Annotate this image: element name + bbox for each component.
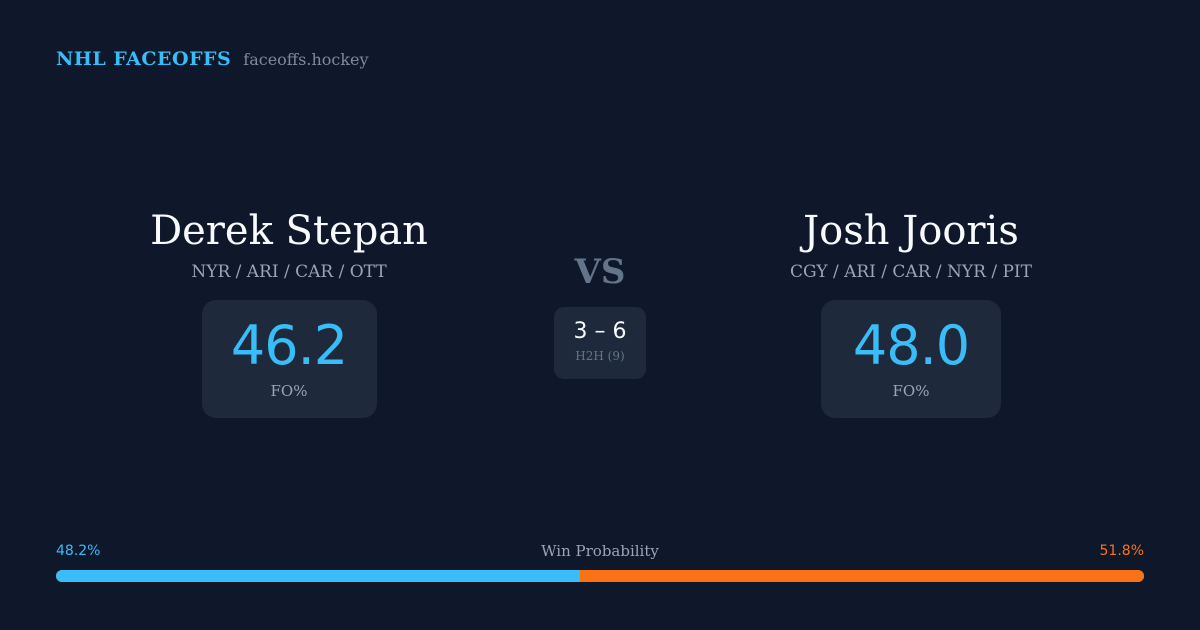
win-probability-right-value: 51.8% [1099,543,1144,559]
head-to-head-box: 3 – 6 H2H (9) [554,307,646,379]
brand-header: NHL FACEOFFS faceoffs.hockey [56,48,369,70]
win-probability-bar-right [580,570,1144,582]
player-card-right: Josh Jooris CGY / ARI / CAR / NYR / PIT … [671,204,1151,418]
win-probability-bar [56,570,1144,582]
fo-stat-box-left: 46.2 FO% [201,300,377,418]
fo-stat-box-right: 48.0 FO% [821,300,1001,418]
fo-percentage-right: 48.0 [852,314,970,377]
fo-percentage-left: 46.2 [230,314,348,377]
vs-label: VS [574,252,626,292]
win-probability-title: Win Probability [541,542,659,560]
h2h-score: 3 – 6 [573,319,627,344]
player-name-left: Derek Stepan [150,208,428,254]
player-card-left: Derek Stepan NYR / ARI / CAR / OTT 46.2 … [49,204,529,418]
brand-site: faceoffs.hockey [243,50,369,69]
win-probability-bar-left [56,570,581,582]
h2h-label: H2H (9) [575,349,625,363]
brand-title: NHL FACEOFFS [56,48,232,70]
fo-label-right: FO% [892,382,930,400]
player-name-right: Josh Jooris [803,208,1019,254]
win-probability-labels: 48.2% Win Probability 51.8% [56,542,1144,560]
fo-label-left: FO% [270,382,308,400]
player-teams-left: NYR / ARI / CAR / OTT [191,262,387,282]
player-teams-right: CGY / ARI / CAR / NYR / PIT [790,262,1032,282]
win-probability-left-value: 48.2% [56,543,101,559]
